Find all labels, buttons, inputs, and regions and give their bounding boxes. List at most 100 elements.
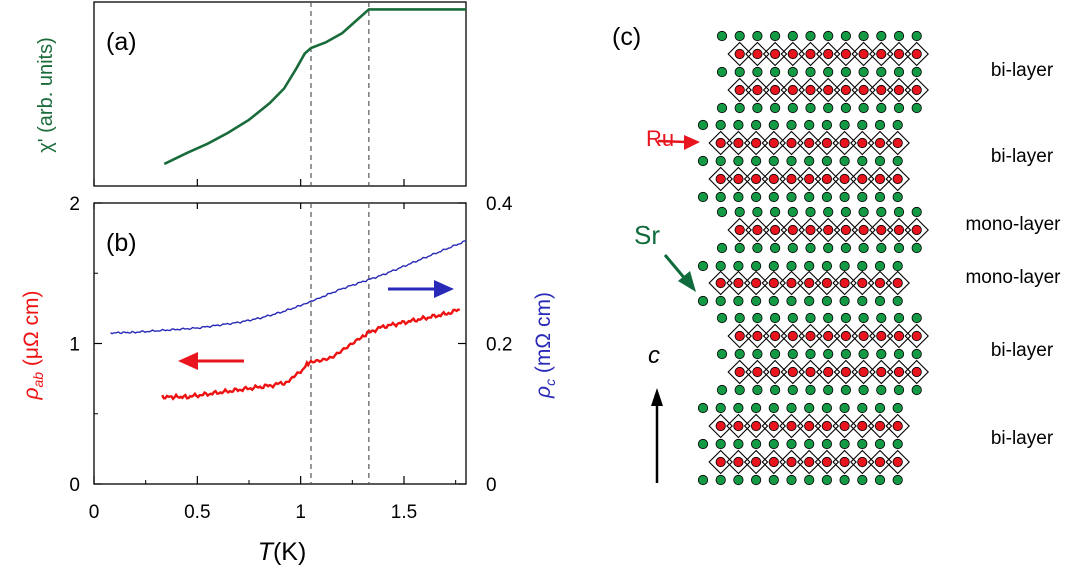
octahedron xyxy=(851,41,876,67)
ru-atom xyxy=(805,366,816,378)
sr-atom xyxy=(750,474,762,486)
ru-atom xyxy=(892,137,903,149)
sr-atom xyxy=(768,191,779,203)
right-ytick-label: 0.4 xyxy=(486,194,513,215)
octahedron xyxy=(832,449,857,475)
ru-atom xyxy=(734,84,745,96)
sr-atom xyxy=(716,206,728,218)
ru-atom xyxy=(911,330,922,342)
ru-atom xyxy=(876,330,887,342)
ru-atom xyxy=(823,224,834,236)
octahedron xyxy=(745,359,770,385)
sr-atom xyxy=(734,312,745,324)
octahedron xyxy=(726,413,751,439)
ru-atom xyxy=(768,277,779,289)
octahedron xyxy=(814,270,840,296)
octahedron xyxy=(779,166,804,192)
ru-atom xyxy=(840,366,852,378)
octahedron xyxy=(869,77,894,103)
sr-atom xyxy=(697,155,709,167)
rho-ab-series-line xyxy=(161,308,460,401)
sr-atom xyxy=(716,30,728,42)
octahedron xyxy=(814,449,840,475)
sr-atom xyxy=(840,384,852,396)
ru-atom xyxy=(823,48,834,60)
octahedron xyxy=(745,217,770,243)
ru-atom xyxy=(750,137,762,149)
sr-atom xyxy=(768,438,779,450)
ru-atom xyxy=(858,330,869,342)
sr-atom xyxy=(734,206,745,218)
ru-atom xyxy=(876,224,887,236)
sr-atom xyxy=(893,348,905,360)
sr-label: Sr xyxy=(634,220,660,250)
sr-atom xyxy=(769,102,781,114)
ru-atom xyxy=(787,224,798,236)
octahedron xyxy=(708,449,733,475)
octahedron xyxy=(762,41,788,67)
octahedron xyxy=(708,166,733,192)
ru-atom xyxy=(823,330,834,342)
octahedron xyxy=(832,413,857,439)
ru-atom xyxy=(857,456,868,468)
octahedron xyxy=(761,166,787,192)
rho-c-axis-label: ρc (mΩ cm) xyxy=(532,292,558,399)
sr-atom xyxy=(750,295,762,307)
panel-a-vlines xyxy=(310,2,370,186)
sr-atom xyxy=(858,348,869,360)
sr-atom xyxy=(805,312,816,324)
octahedron xyxy=(869,41,894,67)
sr-atom xyxy=(821,402,833,414)
octahedron xyxy=(886,41,912,67)
ru-atom xyxy=(857,420,868,432)
octahedron xyxy=(885,413,910,439)
sr-atom xyxy=(893,66,905,78)
octahedron xyxy=(762,323,788,349)
sr-atom xyxy=(715,191,726,203)
sr-atom xyxy=(752,348,763,360)
ru-atom xyxy=(733,456,744,468)
ru-atom xyxy=(768,420,779,432)
ru-atom xyxy=(733,277,744,289)
left-ytick-label: 0 xyxy=(69,475,80,496)
ru-atom xyxy=(787,366,798,378)
sr-atom xyxy=(804,191,815,203)
octahedron xyxy=(885,270,910,296)
octahedron xyxy=(761,130,787,156)
sr-atom xyxy=(750,155,762,167)
ru-atom xyxy=(911,84,922,96)
panel-a: (a) χ' (arb. units) xyxy=(35,1,467,187)
octahedron xyxy=(796,449,822,475)
sr-atom xyxy=(787,312,798,324)
chi-axis-label: χ' (arb. units) xyxy=(35,37,57,152)
sr-atom xyxy=(715,402,726,414)
octahedron xyxy=(796,270,822,296)
ru-atom xyxy=(911,48,922,60)
octahedron xyxy=(815,217,841,243)
octahedron xyxy=(814,166,840,192)
sr-atom xyxy=(857,260,868,272)
sr-atom xyxy=(805,66,816,78)
ru-atom xyxy=(715,137,726,149)
ru-atom xyxy=(786,420,797,432)
sr-atom xyxy=(892,119,903,131)
ru-atom xyxy=(786,277,797,289)
rho-c-axis-arrow xyxy=(388,280,454,298)
layer-label: mono-layer xyxy=(965,214,1061,235)
ru-atom xyxy=(752,330,763,342)
octahedron xyxy=(762,359,788,385)
x-tick-label: 0.5 xyxy=(184,502,210,523)
sr-atom xyxy=(734,242,745,254)
octahedron xyxy=(708,413,733,439)
sr-atom xyxy=(839,191,850,203)
sr-atom xyxy=(697,191,709,203)
ru-atom xyxy=(821,456,833,468)
sr-atom xyxy=(805,348,816,360)
panel-a-frame xyxy=(93,1,467,187)
octahedron xyxy=(815,323,841,349)
sr-atom xyxy=(823,384,834,396)
ru-atom xyxy=(874,420,886,432)
ru-atom xyxy=(821,277,833,289)
ru-atom xyxy=(804,277,815,289)
sr-atom xyxy=(733,402,744,414)
